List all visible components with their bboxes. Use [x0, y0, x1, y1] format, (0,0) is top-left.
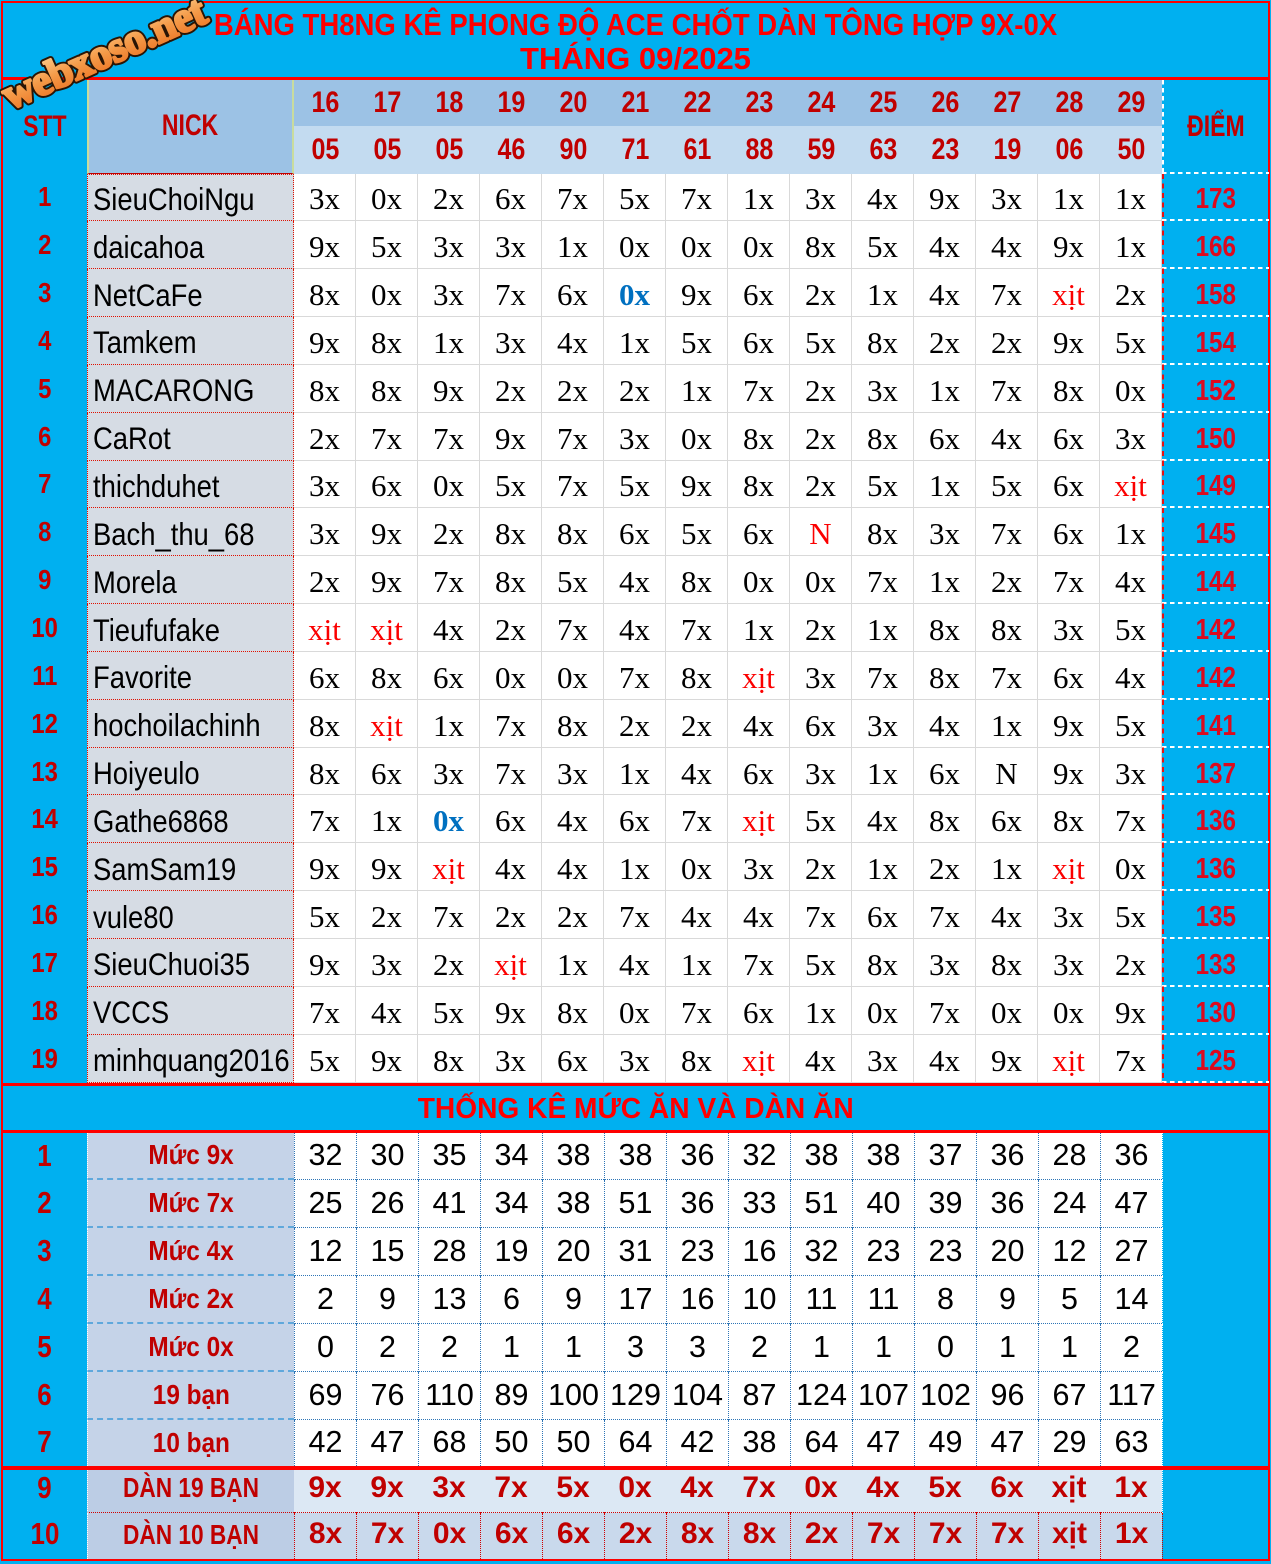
svg-text:webxoso.net: webxoso.net [0, 0, 214, 119]
